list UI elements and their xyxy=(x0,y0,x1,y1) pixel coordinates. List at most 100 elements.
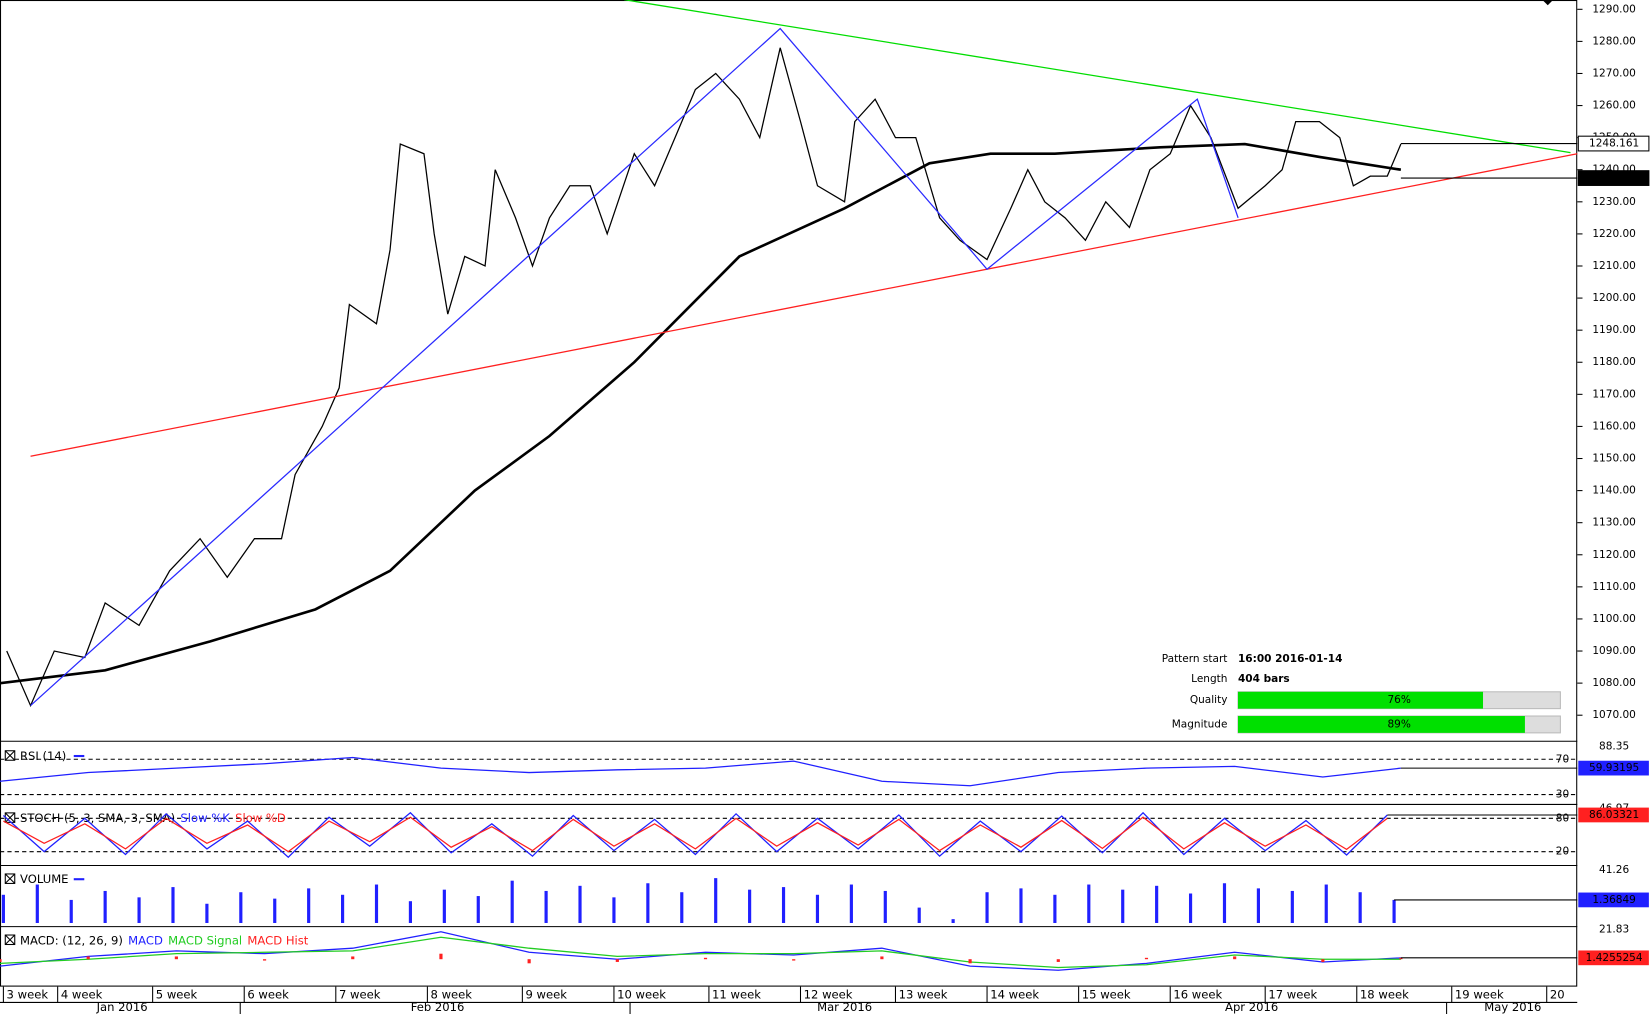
y-tick-label: 41.26 xyxy=(1599,864,1629,876)
bar xyxy=(880,956,884,960)
pattern-key: Pattern start xyxy=(1162,653,1228,665)
x-tick-label: 9 week xyxy=(526,988,568,1002)
bar xyxy=(612,897,616,923)
x-tick-label: 20 xyxy=(1550,988,1565,1002)
panel-title-text: STOCH (5, 3, SMA, 3, SMA) xyxy=(20,811,175,825)
pattern-key: Length xyxy=(1191,673,1227,685)
price-line xyxy=(30,27,1239,707)
panel-close-x xyxy=(4,812,16,823)
bar xyxy=(351,956,355,960)
y-tick-label: 1150.00 xyxy=(1592,453,1636,465)
month-label: Mar 2016 xyxy=(817,1000,872,1014)
bar xyxy=(883,890,887,923)
x-tick-label: 18 week xyxy=(1360,988,1409,1002)
panel-title-text: VOLUME xyxy=(20,872,68,886)
legend-entry: MACD Signal xyxy=(168,933,242,947)
bar xyxy=(86,956,90,960)
last-value-box xyxy=(1578,950,1649,966)
panel-title: VOLUME xyxy=(20,872,68,886)
y-tick-label: 1140.00 xyxy=(1592,485,1636,497)
bar xyxy=(527,959,531,964)
y-tick-label: 20 xyxy=(1556,846,1569,858)
x-tick-label: 5 week xyxy=(156,988,198,1002)
indicator-line xyxy=(2,811,1388,859)
y-tick-label: 1070.00 xyxy=(1592,709,1636,721)
x-tick-label: 14 week xyxy=(990,988,1039,1002)
axis-top-label: 88.35 xyxy=(1599,741,1629,753)
panel-close-x xyxy=(4,750,16,761)
panel-title-text: RSI (14) xyxy=(20,749,66,763)
last-value-label: 59.93195 xyxy=(1589,762,1639,774)
price-line xyxy=(624,0,1571,154)
indicator-line xyxy=(0,756,1401,787)
x-tick-label: 7 week xyxy=(339,988,381,1002)
bar xyxy=(1222,883,1227,923)
bar xyxy=(0,959,2,962)
month-label: Apr 2016 xyxy=(1225,1000,1278,1014)
y-tick-label: 70 xyxy=(1556,753,1569,765)
price-line xyxy=(0,142,1402,685)
bar xyxy=(1053,894,1057,923)
last-value-label: 86.03321 xyxy=(1589,809,1639,821)
y-tick-label: 1240.00 xyxy=(1592,164,1636,176)
y-tick-label: 1180.00 xyxy=(1592,356,1636,368)
bar xyxy=(341,894,345,923)
bar xyxy=(748,889,752,923)
pattern-key: Quality xyxy=(1190,694,1228,706)
panel-close-x xyxy=(4,873,16,884)
bar xyxy=(408,901,413,923)
bar xyxy=(544,890,548,923)
last-price-box xyxy=(1577,135,1650,152)
month-label: Feb 2016 xyxy=(411,1000,465,1014)
bar xyxy=(103,890,107,923)
bar xyxy=(1019,888,1023,923)
month-label: May 2016 xyxy=(1484,1000,1541,1014)
bar xyxy=(781,887,786,923)
legend-entry: MACD xyxy=(128,933,163,947)
panel-title-text: MACD: (12, 26, 9) xyxy=(20,933,123,947)
x-tick-label: 6 week xyxy=(247,988,289,1002)
last-price-label: 1248.161 xyxy=(1589,138,1639,150)
last-price-box xyxy=(1577,170,1650,186)
y-tick-label: 21.83 xyxy=(1599,923,1629,935)
bar xyxy=(510,880,514,923)
y-tick-label: 1210.00 xyxy=(1592,260,1636,272)
bar xyxy=(1392,899,1396,923)
meter-label: 89% xyxy=(1387,718,1410,730)
legend-entry: Slow %K xyxy=(180,811,230,825)
x-tick-label: 4 week xyxy=(61,988,103,1002)
bar xyxy=(239,892,243,923)
bar xyxy=(680,892,684,923)
bar xyxy=(849,884,853,923)
y-tick-label: 1110.00 xyxy=(1592,581,1636,593)
bar xyxy=(442,889,446,923)
panel-close-x xyxy=(4,934,16,945)
bar xyxy=(1188,893,1193,923)
x-tick-label: 10 week xyxy=(617,988,666,1002)
bar xyxy=(578,885,582,923)
meter-fill xyxy=(1237,716,1525,733)
bar xyxy=(1290,890,1294,923)
bar xyxy=(1233,956,1237,960)
month-label: Jan 2016 xyxy=(96,1000,148,1014)
last-value-box xyxy=(1578,807,1649,823)
last-price-label: 1237.402 xyxy=(1589,172,1639,184)
meter-fill xyxy=(1237,691,1484,709)
bar xyxy=(174,956,178,960)
price-line xyxy=(30,153,1578,457)
bar xyxy=(1399,957,1403,960)
bar xyxy=(917,907,921,923)
x-tick-label: 13 week xyxy=(899,988,948,1002)
bar xyxy=(476,896,480,923)
bar xyxy=(1324,884,1328,923)
y-tick-label: 1280.00 xyxy=(1592,35,1636,47)
bar xyxy=(205,903,209,923)
bar xyxy=(1144,957,1149,960)
y-tick-label: 1200.00 xyxy=(1592,292,1636,304)
legend-entry: MACD Hist xyxy=(247,933,308,947)
bar xyxy=(273,898,277,923)
x-tick-label: 8 week xyxy=(431,988,473,1002)
x-tick-label: 11 week xyxy=(712,988,761,1002)
y-tick-label: 1160.00 xyxy=(1592,420,1636,432)
